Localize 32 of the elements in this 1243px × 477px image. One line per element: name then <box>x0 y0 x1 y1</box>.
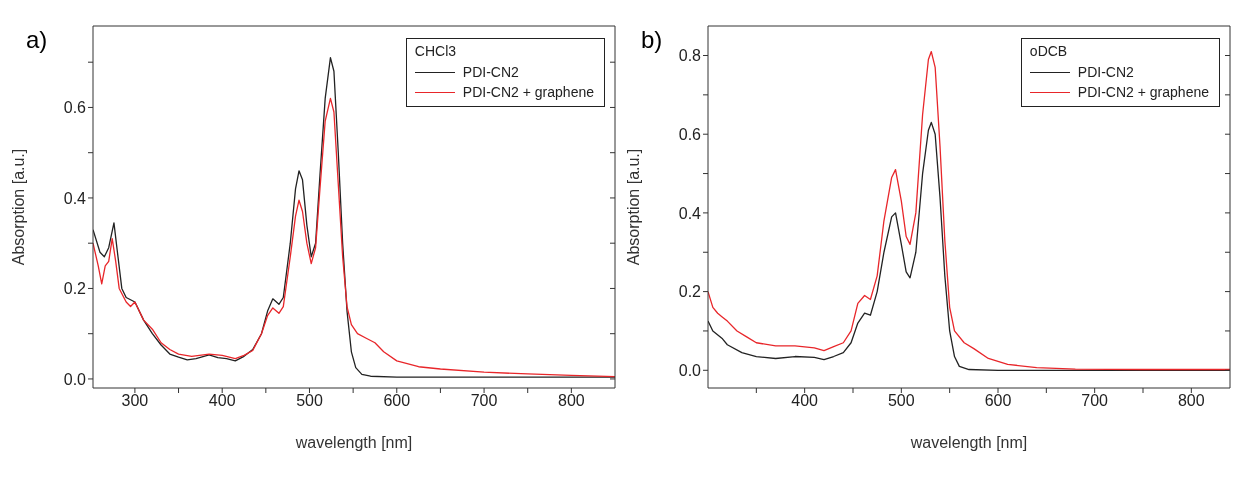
y-tick-label: 0.2 <box>678 283 702 301</box>
x-tick-label: 800 <box>1177 392 1205 410</box>
y-axis-title: Absorption [a.u.] <box>9 148 27 266</box>
y-tick-label: 0.0 <box>678 361 702 379</box>
y-tick-label: 0.6 <box>678 125 702 143</box>
legend-label: PDI-CN2 <box>462 63 519 82</box>
x-axis-title: wavelength [nm] <box>909 434 1028 451</box>
x-axis-title: wavelength [nm] <box>294 434 413 451</box>
x-tick-label: 700 <box>470 392 498 410</box>
legend-label: PDI-CN2 + graphene <box>1077 83 1209 102</box>
legend-title: oDCB <box>1029 43 1069 59</box>
y-tick-label: 0.8 <box>678 47 702 65</box>
y-tick-label: 0.2 <box>63 280 87 298</box>
x-tick-label: 600 <box>984 392 1012 410</box>
y-tick-label: 0.4 <box>678 204 702 222</box>
x-tick-label: 500 <box>296 392 323 410</box>
x-tick-label: 400 <box>791 392 819 410</box>
chart-title: a) <box>26 26 48 54</box>
y-axis-title: Absorption [a.u.] <box>624 148 642 266</box>
x-tick-label: 600 <box>383 392 411 410</box>
x-tick-label: 700 <box>1081 392 1109 410</box>
chart-title: b) <box>641 26 663 54</box>
x-tick-label: 500 <box>887 392 915 410</box>
y-tick-label: 0.0 <box>63 370 87 388</box>
legend-title: CHCl3 <box>414 43 458 59</box>
x-tick-label: 300 <box>121 392 149 410</box>
y-tick-label: 0.4 <box>63 189 87 207</box>
x-tick-label: 800 <box>558 392 585 410</box>
y-tick-label: 0.6 <box>63 99 87 117</box>
legend-label: PDI-CN2 + graphene <box>462 83 594 102</box>
legend-label: PDI-CN2 <box>1077 63 1134 82</box>
x-tick-label: 400 <box>208 392 236 410</box>
